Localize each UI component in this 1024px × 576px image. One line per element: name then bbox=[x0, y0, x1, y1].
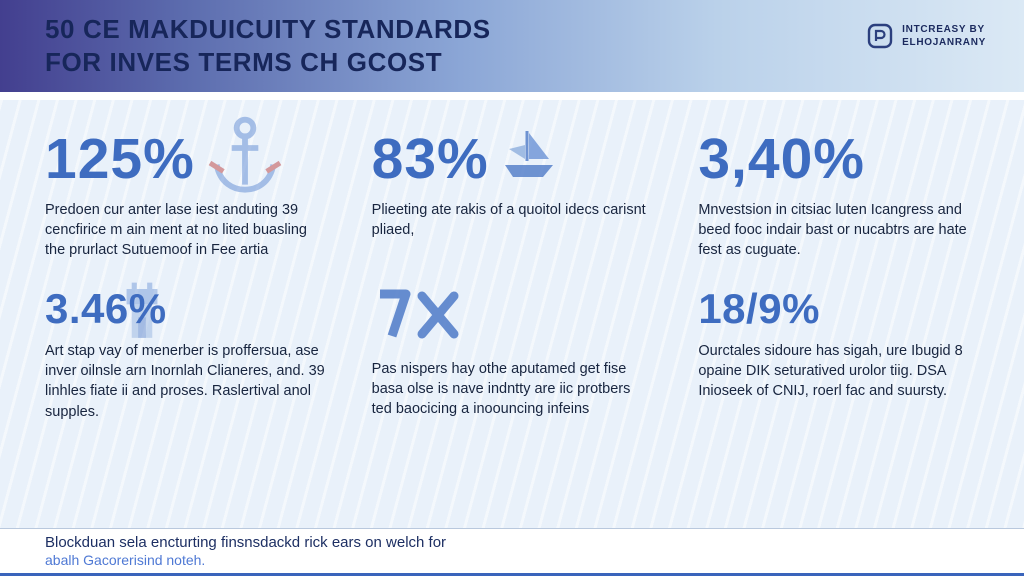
stats-area: 125% Predoen cur anter lase iest andutin… bbox=[0, 100, 1024, 528]
title-line-1: 50 CE MAKDUICUITY STANDARDS bbox=[45, 13, 491, 44]
sailboat-icon bbox=[497, 127, 561, 186]
brand-text: INTCREASY BY ELHOJANRANY bbox=[902, 23, 986, 50]
stat-cell-6: 18/9% Ourctales sidoure has sigah, ure I… bbox=[698, 284, 979, 422]
stat-description: Predoen cur anter lase iest anduting 39 … bbox=[45, 201, 307, 259]
stat-value: 18/9% bbox=[698, 284, 820, 332]
page-title: 50 CE MAKDUICUITY STANDARDS FOR INVES TE… bbox=[45, 13, 491, 80]
stat-header: 125% bbox=[45, 116, 326, 193]
stat-description: Plieeting ate rakis of a quoitol idecs c… bbox=[371, 201, 646, 239]
stat-description: Ourctales sidoure has sigah, ure Ibugid … bbox=[698, 342, 963, 400]
title-line-2: FOR INVES TERMS CH GCOST bbox=[45, 47, 443, 77]
stats-grid: 125% Predoen cur anter lase iest andutin… bbox=[0, 100, 1024, 422]
seven-percent-icon bbox=[372, 286, 468, 349]
stat-header: 83% bbox=[371, 127, 653, 191]
stat-header: 18/9% bbox=[698, 284, 979, 332]
stat-description: Pas nispers hay othe aputamed get fise b… bbox=[371, 360, 631, 418]
brand-badge: INTCREASY BY ELHOJANRANY bbox=[867, 23, 986, 50]
stat-header bbox=[372, 287, 653, 349]
anchor-icon bbox=[195, 108, 295, 213]
stat-cell-1: 125% Predoen cur anter lase iest andutin… bbox=[45, 116, 326, 261]
stat-value: 125% bbox=[45, 127, 195, 191]
stat-description: Art stap vay of menerber is proffersua, … bbox=[45, 342, 325, 420]
brand-text-line-1: INTCREASY BY bbox=[902, 23, 985, 35]
stat-cell-4: 3.46% Art stap vay of menerber is proffe… bbox=[45, 282, 326, 422]
brand-logo-icon bbox=[867, 23, 893, 49]
header-banner: 50 CE MAKDUICUITY STANDARDS FOR INVES TE… bbox=[0, 0, 1024, 92]
stat-value: 3.46% bbox=[45, 284, 167, 332]
bottom-accent-bar bbox=[0, 573, 1024, 576]
footer-text-line-1: Blockduan sela encturting finsnsdackd ri… bbox=[45, 534, 447, 551]
footer-bar: Blockduan sela encturting finsnsdackd ri… bbox=[0, 528, 1024, 576]
brand-text-line-2: ELHOJANRANY bbox=[902, 37, 986, 48]
stat-cell-2: 83% Plieeting ate rakis of a quoitol ide… bbox=[371, 127, 653, 261]
stat-description: Mnvestsion in citsiac luten Icangress an… bbox=[698, 201, 967, 259]
stat-value: 83% bbox=[371, 127, 489, 191]
stat-cell-3: 3,40% Mnvestsion in citsiac luten Icangr… bbox=[698, 127, 979, 261]
footer-text-line-2: abalh Gacorerisind noteh. bbox=[45, 552, 206, 568]
stat-cell-5: Pas nispers hay othe aputamed get fise b… bbox=[372, 287, 653, 422]
stat-value: 3,40% bbox=[698, 127, 865, 191]
stat-header: 3,40% bbox=[698, 127, 979, 191]
stat-header: 3.46% bbox=[45, 282, 326, 338]
